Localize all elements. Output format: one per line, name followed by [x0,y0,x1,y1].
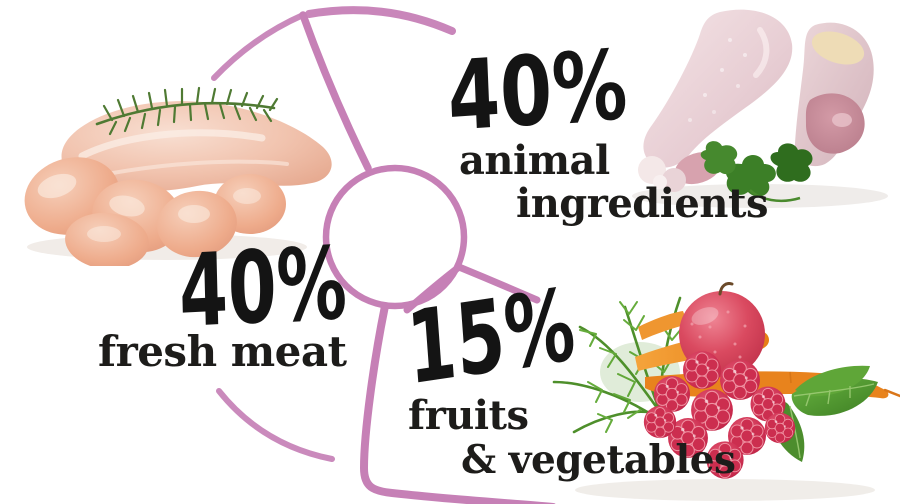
fresh-meat-label: fresh meat [98,327,347,376]
fruits-vegetables-photo [552,282,900,501]
animal-percent: 40% [445,28,630,153]
donut-hole-circle [322,164,468,310]
drumstick-back [794,22,874,167]
animal-slice-outer-arc [305,6,456,35]
chicken-drumsticks-photo [632,9,888,208]
fresh-meat-percent: 40% [177,224,349,350]
fruits-slice-edge-and-arc [360,302,556,504]
animal-label-line2: ingredients [516,180,768,227]
photo-shadow [575,479,875,501]
chicken-breast-photo [24,86,332,266]
fresh-meat-slice-outer-arc-bottom [216,388,335,462]
fruits-slice-notch [403,263,541,314]
drumstick-front [643,9,793,168]
chicken-chunks [24,157,286,266]
chicken-fillet [61,101,332,192]
animal-label-line1: animal [459,137,610,184]
rosemary-sprig [95,86,279,136]
slice-divider-top [299,11,372,172]
fruits-percent: 15% [403,266,579,408]
fruits-label-line1: fruits [408,392,529,439]
fruits-label-line2: & vegetables [461,437,736,483]
fresh-meat-slice-outer-arc-top [211,12,306,81]
parsley-leaves [700,141,813,202]
